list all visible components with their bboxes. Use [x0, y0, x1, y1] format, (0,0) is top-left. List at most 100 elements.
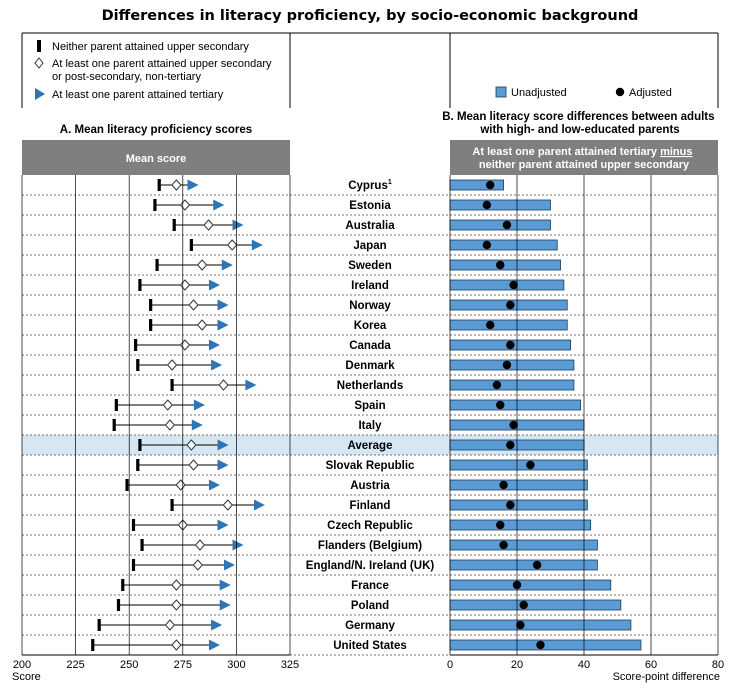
marker-neither: [112, 419, 116, 431]
marker-neither: [125, 479, 129, 491]
marker-neither: [97, 619, 101, 631]
dot-adjusted: [506, 340, 515, 350]
marker-upper-secondary: [194, 539, 206, 551]
bar-unadjusted: [449, 219, 551, 231]
chart-rows: Cyprus1 Estonia Australia Japan Sweden Irelan…: [22, 179, 718, 656]
marker-upper-secondary: [179, 339, 191, 351]
bar-unadjusted: [449, 199, 551, 211]
marker-tertiary: [217, 319, 229, 331]
legend-diamond-marker: [34, 57, 44, 69]
marker-tertiary: [211, 359, 223, 371]
marker-upper-secondary: [171, 639, 182, 651]
marker-upper-secondary: [175, 479, 186, 491]
panel-b-tick-label: 60: [645, 659, 657, 671]
country-label: Germany: [345, 620, 395, 632]
legend-panel-a: Neither parent attained upper secondary …: [34, 40, 272, 101]
dot-adjusted: [516, 620, 525, 630]
country-label: Cyprus1: [348, 179, 392, 192]
bar-unadjusted: [449, 539, 598, 551]
panel-a-tick-label: 325: [281, 659, 299, 671]
bar-unadjusted: [449, 579, 612, 591]
marker-upper-secondary: [179, 279, 191, 291]
bar-unadjusted: [449, 599, 622, 611]
panel-b-tick-label: 80: [712, 659, 724, 671]
marker-neither: [116, 599, 121, 611]
marker-upper-secondary: [171, 599, 182, 611]
marker-upper-secondary: [162, 399, 173, 411]
marker-neither: [189, 239, 193, 251]
country-label: England/N. Ireland (UK): [306, 560, 435, 572]
bar-unadjusted: [449, 179, 504, 191]
country-label: United States: [333, 640, 407, 652]
dot-adjusted: [509, 420, 518, 430]
marker-upper-secondary: [179, 199, 191, 211]
panel-a-header-label: Mean score: [126, 153, 187, 165]
marker-tertiary: [245, 379, 257, 391]
legend-adjusted-label: Adjusted: [629, 87, 672, 99]
marker-tertiary: [217, 439, 229, 451]
dot-adjusted: [509, 280, 518, 290]
country-label: Norway: [349, 300, 391, 312]
marker-tertiary: [213, 199, 225, 211]
dot-adjusted: [506, 300, 515, 310]
marker-tertiary: [187, 179, 199, 191]
country-label: Spain: [354, 400, 385, 412]
chart-axes: 200 225 250 275 300 325 0 20 40 60 80 Score Score-po…: [12, 175, 724, 683]
legend-unadjusted-label: Unadjusted: [511, 87, 567, 99]
bar-unadjusted: [449, 519, 592, 531]
bar-unadjusted: [449, 619, 632, 631]
panel-b-title: B. Mean literacy score differences betwe…: [442, 111, 717, 136]
country-label: Slovak Republic: [326, 460, 415, 472]
marker-neither: [170, 379, 174, 391]
dot-adjusted: [482, 200, 492, 210]
panel-b-header-label: At least one parent attained tertiary mi…: [472, 146, 695, 171]
dot-adjusted: [532, 560, 542, 570]
marker-upper-secondary: [196, 259, 208, 271]
legend-arrow-marker: [35, 88, 45, 100]
marker-upper-secondary: [203, 219, 214, 231]
dot-adjusted: [519, 600, 528, 610]
dot-adjusted: [496, 520, 505, 530]
bar-unadjusted: [449, 459, 588, 471]
country-label: Netherlands: [337, 380, 403, 392]
marker-tertiary: [191, 419, 203, 431]
marker-neither: [121, 579, 125, 591]
marker-neither: [149, 319, 153, 331]
country-label: Finland: [350, 500, 391, 512]
marker-tertiary: [219, 579, 231, 591]
marker-upper-secondary: [164, 619, 176, 631]
panel-a-tick-label: 225: [66, 659, 84, 671]
panel-a-axis-label: Score: [12, 671, 41, 683]
legend-panel-b: Unadjusted Adjusted: [495, 86, 672, 99]
marker-neither: [138, 279, 142, 291]
legend-box: [21, 32, 719, 108]
country-label: Austria: [350, 480, 390, 492]
marker-upper-secondary: [171, 179, 182, 191]
bar-unadjusted: [449, 259, 561, 271]
panel-a-tick-label: 275: [174, 659, 192, 671]
marker-tertiary: [232, 539, 244, 551]
marker-tertiary: [219, 599, 231, 611]
marker-tertiary: [193, 399, 205, 411]
marker-tertiary: [223, 559, 235, 571]
marker-tertiary: [208, 279, 220, 291]
panel-a-title: A. Mean literacy proficiency scores: [60, 124, 252, 136]
dot-adjusted: [502, 220, 512, 230]
panel-b-tick-label: 20: [511, 659, 523, 671]
marker-tertiary: [217, 299, 229, 311]
country-label: Estonia: [349, 200, 391, 212]
legend-adjusted-dot: [615, 87, 625, 97]
marker-neither: [136, 359, 140, 371]
country-label: Czech Republic: [327, 520, 413, 532]
country-label: Poland: [351, 600, 389, 612]
marker-tertiary: [211, 619, 223, 631]
marker-upper-secondary: [226, 239, 238, 251]
country-label: France: [351, 580, 389, 592]
marker-upper-secondary: [186, 439, 197, 451]
country-label: Japan: [353, 240, 386, 252]
bar-unadjusted: [449, 359, 575, 371]
dot-adjusted: [499, 480, 508, 490]
marker-tertiary: [208, 479, 220, 491]
country-label: Canada: [349, 340, 391, 352]
